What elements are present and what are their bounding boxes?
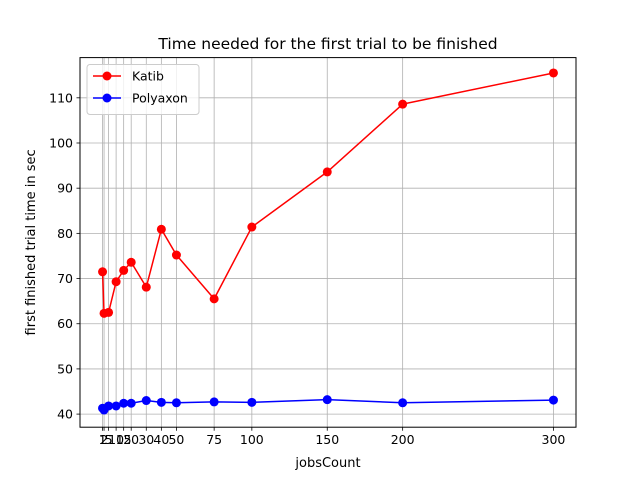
katib-data-point <box>548 68 558 78</box>
katib-data-point <box>156 224 166 234</box>
y-tick-label: 80 <box>57 226 73 241</box>
y-tick-label: 90 <box>57 181 73 196</box>
plot-frame <box>79 57 577 428</box>
x-tick-label: 40 <box>153 432 169 447</box>
legend: Katib Polyaxon <box>86 64 200 115</box>
y-tick-label: 70 <box>57 271 73 286</box>
grid <box>80 57 576 428</box>
polyaxon-data-point <box>156 397 166 407</box>
katib-data-point <box>126 257 136 267</box>
polyaxon-data-point <box>322 395 332 405</box>
chart-title: Time needed for the first trial to be fi… <box>157 35 497 53</box>
polyaxon-data-point <box>398 398 408 408</box>
katib-data-point <box>398 99 408 109</box>
polyaxon-data-point <box>119 398 129 408</box>
katib-data-point <box>247 222 257 232</box>
y-tick-label: 100 <box>49 135 73 150</box>
katib-data-point <box>98 267 108 277</box>
polyaxon-data-point <box>126 398 136 408</box>
x-tick-label: 2 <box>100 432 108 447</box>
x-tick-label: 300 <box>542 432 566 447</box>
x-tick-label: 75 <box>206 432 222 447</box>
y-tick-label: 110 <box>49 90 73 105</box>
katib-data-point <box>119 265 129 275</box>
katib-data-point <box>104 307 114 317</box>
katib-data-point <box>209 294 219 304</box>
legend-polyaxon-label: Polyaxon <box>132 91 188 106</box>
x-tick-label: 150 <box>315 432 339 447</box>
x-tick-label: 20 <box>123 432 139 447</box>
polyaxon-data-point <box>548 395 558 405</box>
katib-data-point <box>322 167 332 177</box>
legend-polyaxon-marker <box>102 93 112 103</box>
polyaxon-data-point <box>104 401 114 411</box>
x-tick-label: 15 <box>116 432 132 447</box>
polyaxon-data-point <box>111 401 121 411</box>
x-tick-label: 50 <box>168 432 184 447</box>
x-axis-label: jobsCount <box>294 456 360 471</box>
legend-box <box>86 64 200 115</box>
polyaxon-data-point <box>247 397 257 407</box>
x-tick-label: 5 <box>105 432 113 447</box>
y-axis-label: first finished trial time in sec <box>24 149 39 335</box>
polyaxon-data-point <box>141 396 151 406</box>
y-tick-label: 50 <box>57 361 73 376</box>
y-tick-label: 60 <box>57 316 73 331</box>
series-layer <box>98 68 558 415</box>
y-tick-label: 40 <box>57 407 73 422</box>
x-tick-label: 200 <box>391 432 415 447</box>
polyaxon-data-point <box>171 398 181 408</box>
x-tick-label: 1 <box>99 432 107 447</box>
legend-katib-label: Katib <box>132 69 164 84</box>
x-tick-label: 100 <box>240 432 264 447</box>
katib-series-line <box>101 72 554 315</box>
katib-data-point <box>111 277 121 287</box>
katib-data-point <box>141 282 151 292</box>
polyaxon-data-point <box>209 397 219 407</box>
katib-data-point <box>171 250 181 260</box>
x-tick-label: 10 <box>108 432 124 447</box>
x-tick-label: 30 <box>138 432 154 447</box>
legend-katib-marker <box>102 71 112 81</box>
